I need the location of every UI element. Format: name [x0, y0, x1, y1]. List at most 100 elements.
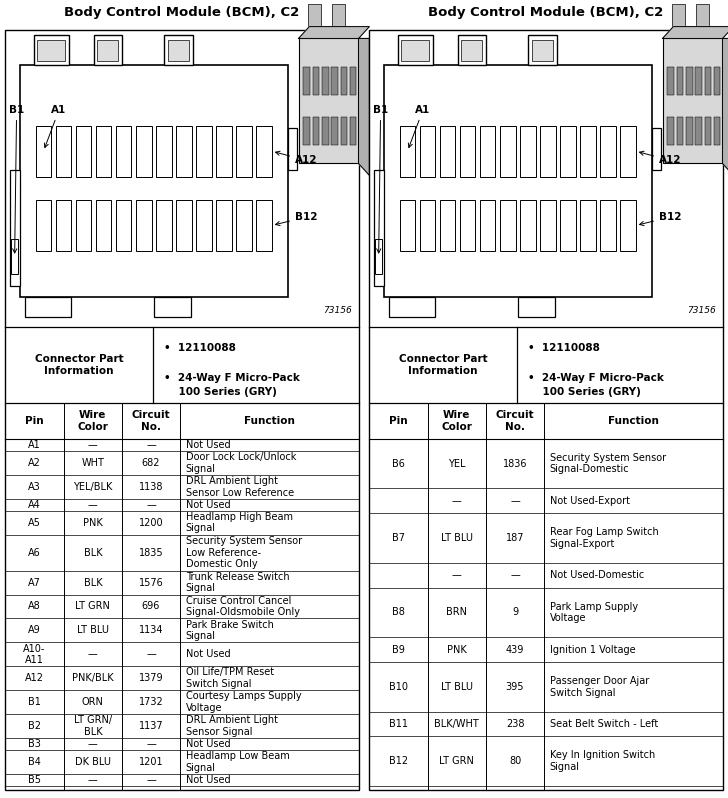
Text: DRL Ambient Light
Sensor Signal: DRL Ambient Light Sensor Signal	[186, 715, 277, 737]
Text: Cruise Control Cancel
Signal-Oldsmobile Only: Cruise Control Cancel Signal-Oldsmobile …	[186, 595, 300, 618]
Text: LT GRN: LT GRN	[76, 602, 110, 611]
Bar	[9, 170, 20, 286]
Text: Headlamp Low Beam
Signal: Headlamp Low Beam Signal	[186, 751, 290, 773]
Text: 1138: 1138	[139, 482, 163, 492]
Bar	[56, 200, 71, 251]
Text: LT GRN: LT GRN	[440, 757, 474, 766]
Text: Passenger Door Ajar
Switch Signal: Passenger Door Ajar Switch Signal	[550, 676, 649, 697]
Bar	[76, 125, 91, 176]
Text: B12: B12	[640, 212, 681, 226]
Text: YEL: YEL	[448, 459, 466, 468]
Text: 682: 682	[142, 458, 160, 468]
Bar	[620, 200, 636, 251]
Text: Body Control Module (BCM), C2: Body Control Module (BCM), C2	[428, 6, 664, 18]
Text: —: —	[452, 571, 462, 580]
Text: B1: B1	[9, 105, 24, 253]
Text: A12: A12	[276, 152, 317, 165]
Text: 1576: 1576	[139, 578, 163, 587]
Bar	[196, 200, 212, 251]
Bar	[580, 125, 596, 176]
Bar	[695, 117, 702, 144]
Bar	[695, 4, 709, 26]
Bar	[714, 117, 721, 144]
Polygon shape	[662, 26, 728, 38]
Text: Function: Function	[608, 416, 659, 426]
Text: —: —	[510, 496, 520, 506]
Text: Security System Sensor
Low Reference-
Domestic Only: Security System Sensor Low Reference- Do…	[186, 536, 302, 569]
Text: B9: B9	[392, 645, 405, 654]
Text: Wire
Color: Wire Color	[77, 410, 108, 432]
Bar	[11, 239, 17, 275]
Bar	[312, 117, 319, 144]
Text: B3: B3	[28, 739, 41, 749]
Bar	[25, 298, 71, 317]
Bar	[420, 200, 435, 251]
Bar	[96, 125, 111, 176]
Text: B6: B6	[392, 459, 405, 468]
Text: Key In Ignition Switch
Signal: Key In Ignition Switch Signal	[550, 750, 655, 772]
Bar	[532, 40, 553, 61]
Polygon shape	[298, 26, 369, 38]
Text: B4: B4	[28, 757, 41, 767]
Text: —: —	[88, 440, 98, 450]
Text: Rear Fog Lamp Switch
Signal-Export: Rear Fog Lamp Switch Signal-Export	[550, 527, 658, 549]
Text: Park Lamp Supply
Voltage: Park Lamp Supply Voltage	[550, 602, 638, 623]
Bar	[520, 200, 536, 251]
Text: DK BLU: DK BLU	[75, 757, 111, 767]
Bar	[331, 117, 338, 144]
Text: Security System Sensor
Signal-Domestic: Security System Sensor Signal-Domestic	[550, 453, 666, 475]
Text: A1: A1	[408, 105, 430, 148]
Text: Park Brake Switch
Signal: Park Brake Switch Signal	[186, 619, 274, 642]
Bar	[686, 117, 692, 144]
Text: Function: Function	[244, 416, 295, 426]
Text: Not Used: Not Used	[186, 440, 230, 450]
Text: BRN: BRN	[446, 607, 467, 618]
Text: Not Used-Export: Not Used-Export	[550, 496, 630, 506]
Text: —: —	[88, 650, 98, 659]
Bar	[500, 200, 515, 251]
Bar	[176, 200, 191, 251]
Text: —: —	[88, 739, 98, 749]
Text: LT BLU: LT BLU	[441, 533, 472, 543]
Text: —: —	[146, 650, 156, 659]
Text: ORN: ORN	[82, 697, 104, 707]
Text: Not Used: Not Used	[186, 775, 230, 785]
Bar	[714, 67, 721, 95]
Text: Headlamp High Beam
Signal: Headlamp High Beam Signal	[186, 512, 293, 534]
Bar	[165, 35, 193, 65]
Text: 696: 696	[142, 602, 160, 611]
Text: —: —	[452, 496, 462, 506]
Text: A1: A1	[28, 440, 41, 450]
Text: Not Used: Not Used	[186, 500, 230, 510]
Bar	[560, 200, 576, 251]
Bar	[695, 67, 702, 95]
Text: Ignition 1 Voltage: Ignition 1 Voltage	[550, 645, 636, 654]
Bar	[676, 67, 683, 95]
Text: 1134: 1134	[139, 626, 163, 635]
Text: Not Used-Domestic: Not Used-Domestic	[550, 571, 644, 580]
Bar	[480, 200, 496, 251]
Text: 1836: 1836	[503, 459, 527, 468]
Bar	[460, 125, 475, 176]
Bar	[373, 170, 384, 286]
Bar	[350, 67, 357, 95]
Bar	[400, 125, 415, 176]
Text: A10-
A11: A10- A11	[23, 643, 46, 666]
Text: •  12110088: • 12110088	[164, 342, 236, 353]
Bar	[256, 125, 272, 176]
Text: —: —	[146, 775, 156, 785]
Bar	[540, 125, 555, 176]
Text: 395: 395	[506, 681, 524, 692]
Bar	[216, 200, 232, 251]
Bar	[216, 125, 232, 176]
Text: 73156: 73156	[323, 306, 352, 315]
Bar	[37, 40, 66, 61]
Bar	[400, 200, 415, 251]
Bar	[440, 200, 455, 251]
Text: A8: A8	[28, 602, 41, 611]
Bar	[312, 67, 319, 95]
Bar	[307, 4, 321, 26]
Text: Trunk Release Switch
Signal: Trunk Release Switch Signal	[186, 571, 289, 594]
Text: Courtesy Lamps Supply
Voltage: Courtesy Lamps Supply Voltage	[186, 691, 301, 713]
Text: A5: A5	[28, 518, 41, 527]
